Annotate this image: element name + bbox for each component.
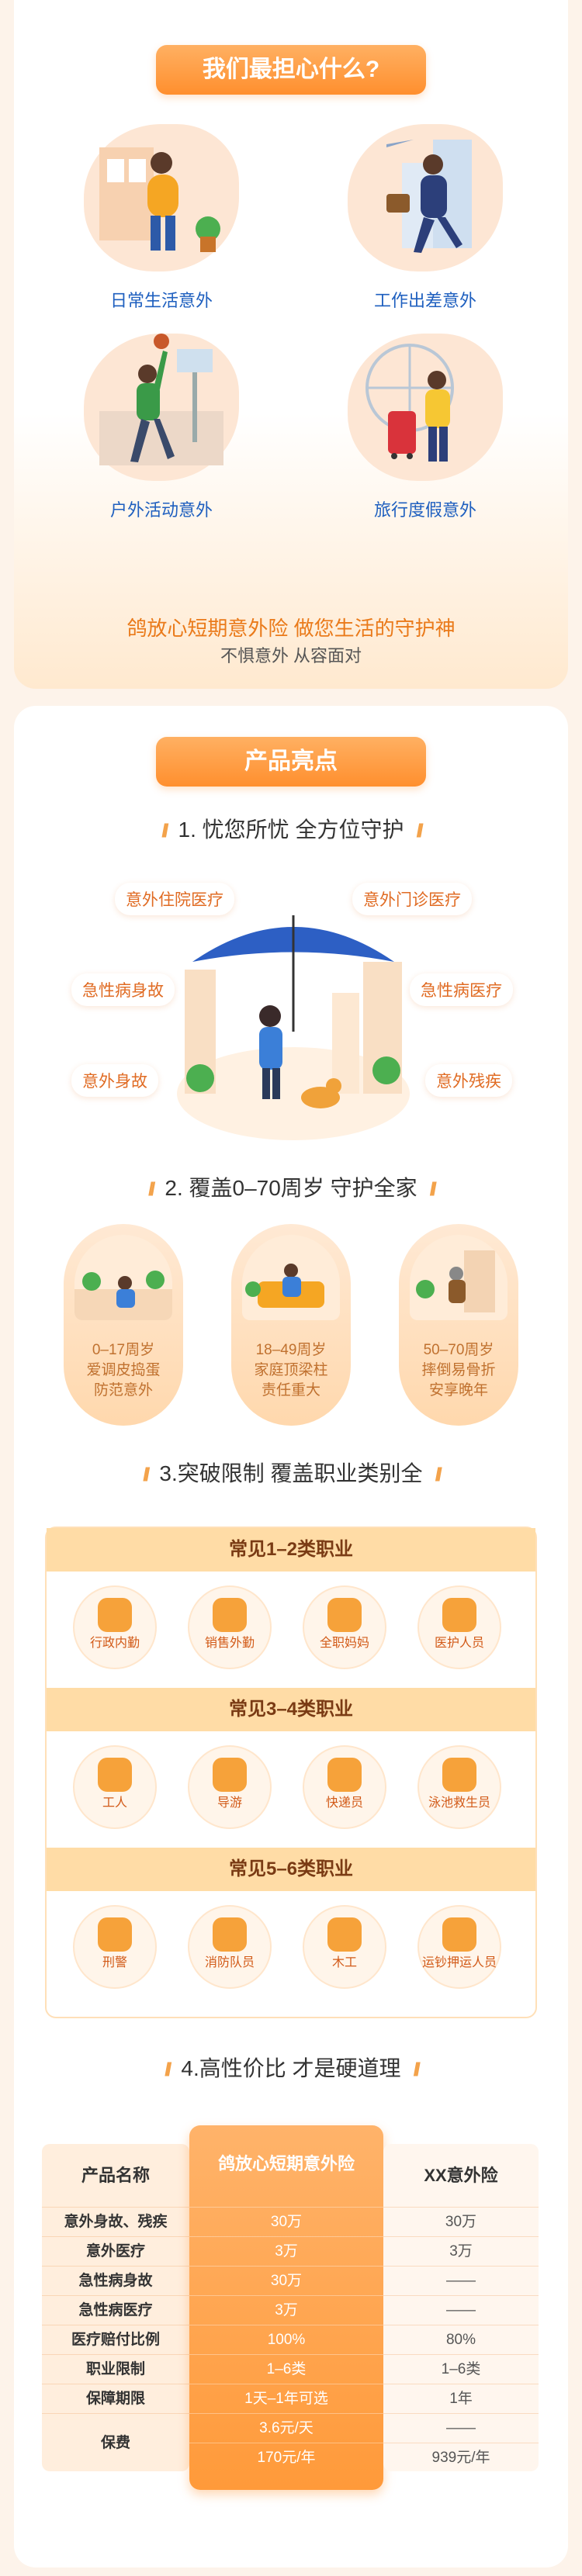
carpenter-icon <box>327 1917 362 1952</box>
risk-travel: 旅行度假意外 <box>309 326 542 521</box>
slogan-sub: 不惧意外 从容面对 <box>220 646 362 666</box>
highlights-title: 产品亮点 <box>156 737 426 787</box>
daily-life-illustration <box>76 116 247 279</box>
outdoor-activity-illustration <box>76 326 247 489</box>
coverage-tag: 意外住院医疗 <box>115 883 234 915</box>
job-group-title: 常见3–4类职业 <box>47 1688 535 1731</box>
comparison-table: 产品名称 意外身故、残疾 意外医疗 急性病身故 急性病医疗 医疗赔付比例 职业限… <box>14 2125 568 2498</box>
job-item: 医护人员 <box>417 1585 501 1669</box>
senior-illustration <box>410 1235 508 1320</box>
job-item: 销售外勤 <box>188 1585 272 1669</box>
age-card-senior: 50–70周岁 摔倒易骨折安享晚年 <box>399 1224 518 1426</box>
job-item: 行政内勤 <box>73 1585 157 1669</box>
age-line1: 爱调皮捣蛋 <box>86 1362 161 1378</box>
job-group-title: 常见1–2类职业 <box>47 1528 535 1572</box>
lifeguard-icon <box>442 1758 476 1792</box>
risk-daily: 日常生活意外 <box>45 116 278 312</box>
worker-icon <box>98 1758 132 1792</box>
risk-title: 我们最担心什么? <box>156 45 426 95</box>
job-item: 泳池救生员 <box>417 1745 501 1829</box>
age-range: 50–70周岁 <box>423 1342 494 1358</box>
adult-illustration <box>242 1235 340 1320</box>
courier-icon <box>327 1758 362 1792</box>
occupation-table: 常见1–2类职业 行政内勤 销售外勤 全职妈妈 医护人员 常见3–4类职业 工人… <box>45 1527 537 2018</box>
section-1-title: //1. 忧您所忧 全方位守护// <box>161 818 424 842</box>
section-4-title: //4.高性价比 才是硬道理// <box>165 2056 421 2080</box>
office-icon <box>98 1598 132 1632</box>
coverage-tag: 急性病身故 <box>71 973 175 1006</box>
job-item: 快递员 <box>303 1745 386 1829</box>
job-item: 刑警 <box>73 1905 157 1989</box>
firefighter-icon <box>213 1917 247 1952</box>
competitor-column: XX意外险 30万 3万 —— —— 80% 1–6类 1年 —— 939元/年 <box>383 2144 539 2471</box>
sales-icon <box>213 1598 247 1632</box>
risk-label: 旅行度假意外 <box>373 500 476 520</box>
section-3-title: //3.突破限制 覆盖职业类别全// <box>143 1461 442 1485</box>
police-icon <box>98 1917 132 1952</box>
coverage-tag: 急性病医疗 <box>410 973 513 1006</box>
age-card-child: 0–17周岁 爱调皮捣蛋防范意外 <box>64 1224 183 1426</box>
our-product-column: 鸽放心短期意外险 30万 3万 30万 3万 100% 1–6类 1天–1年可选… <box>189 2125 383 2490</box>
risk-label: 工作出差意外 <box>373 291 476 310</box>
risk-label: 户外活动意外 <box>109 500 213 520</box>
age-range: 18–49周岁 <box>255 1342 327 1358</box>
age-card-adult: 18–49周岁 家庭顶梁柱责任重大 <box>231 1224 351 1426</box>
tour-guide-icon <box>213 1758 247 1792</box>
age-range: 0–17周岁 <box>92 1342 155 1358</box>
section-2-title: //2. 覆盖0–70周岁 守护全家// <box>148 1176 437 1200</box>
age-line2: 防范意外 <box>93 1382 153 1399</box>
age-line1: 家庭顶梁柱 <box>254 1362 328 1378</box>
travel-illustration <box>340 326 511 489</box>
age-line1: 摔倒易骨折 <box>421 1362 496 1378</box>
age-line2: 安享晚年 <box>428 1382 488 1399</box>
risk-section: 我们最担心什么? 日常生活意外 <box>14 0 568 689</box>
risk-label: 日常生活意外 <box>109 291 213 310</box>
slogan: 鸽放心短期意外险 做您生活的守护神 <box>126 617 456 640</box>
escort-icon <box>442 1917 476 1952</box>
job-item: 运钞押运人员 <box>417 1905 501 1989</box>
business-trip-illustration <box>340 116 511 279</box>
job-item: 木工 <box>303 1905 386 1989</box>
coverage-tag: 意外门诊医疗 <box>352 883 472 915</box>
protection-illustration <box>154 900 433 1148</box>
job-group-title: 常见5–6类职业 <box>47 1848 535 1891</box>
job-item: 工人 <box>73 1745 157 1829</box>
coverage-tag: 意外身故 <box>71 1064 158 1097</box>
feature-column: 产品名称 意外身故、残疾 意外医疗 急性病身故 急性病医疗 医疗赔付比例 职业限… <box>42 2144 189 2471</box>
age-line2: 责任重大 <box>261 1382 320 1399</box>
risk-outdoor: 户外活动意外 <box>45 326 278 521</box>
child-illustration <box>74 1235 172 1320</box>
job-item: 全职妈妈 <box>303 1585 386 1669</box>
mother-icon <box>327 1598 362 1632</box>
nurse-icon <box>442 1598 476 1632</box>
job-item: 导游 <box>188 1745 272 1829</box>
job-item: 消防队员 <box>188 1905 272 1989</box>
highlights-section: 产品亮点 //1. 忧您所忧 全方位守护// 意外住院医疗 意外住院医疗 意外门… <box>14 706 568 2567</box>
risk-work: 工作出差意外 <box>309 116 542 312</box>
coverage-tag: 意外残疾 <box>425 1064 512 1097</box>
